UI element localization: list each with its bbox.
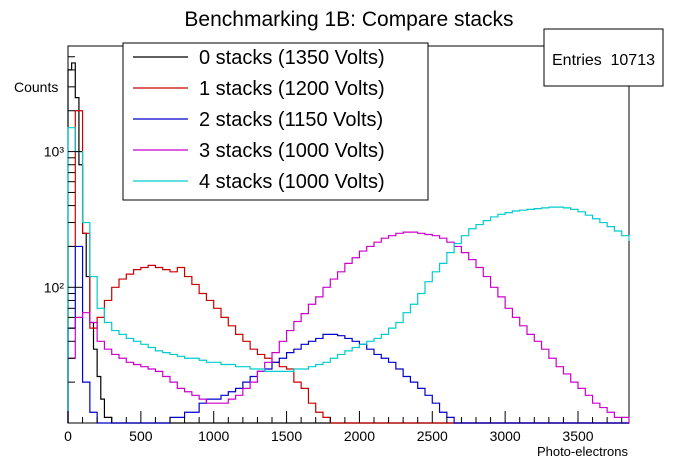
stats-entries-label: Entries [552, 52, 602, 69]
stats-entries-value: 10713 [611, 52, 656, 69]
x-tick-label: 3000 [490, 428, 521, 444]
series-line-3 [67, 231, 630, 423]
stats-box-frame [543, 28, 664, 87]
y-tick-label: 10² [44, 279, 65, 295]
x-tick-label: 2500 [417, 428, 448, 444]
y-tick-label: 10³ [44, 144, 65, 160]
legend-label-4: 4 stacks (1000 Volts) [199, 171, 385, 193]
legend-box [122, 42, 429, 201]
chart-title: Benchmarking 1B: Compare stacks [184, 8, 513, 31]
x-tick-label: 1000 [198, 428, 229, 444]
x-tick-label: 2000 [344, 428, 375, 444]
x-tick-label: 500 [129, 428, 153, 444]
stats-box: Entries 10713 [543, 28, 664, 87]
series-line-4 [67, 127, 630, 423]
legend-label-3: 3 stacks (1000 Volts) [199, 140, 385, 162]
legend: 0 stacks (1350 Volts) 1 stacks (1200 Volt… [122, 42, 429, 201]
x-tick-label: 1500 [271, 428, 302, 444]
y-axis: 10² 10³ [44, 45, 82, 424]
x-tick-label: 3500 [562, 428, 593, 444]
x-tick-label: 0 [64, 428, 72, 444]
legend-label-2: 2 stacks (1150 Volts) [199, 109, 383, 131]
x-axis: 0 500 1000 1500 2000 2500 3000 3500 [64, 411, 623, 444]
x-axis-label: Photo-electrons [537, 444, 629, 459]
legend-label-0: 0 stacks (1350 Volts) [199, 47, 385, 69]
legend-label-1: 1 stacks (1200 Volts) [199, 78, 385, 100]
y-axis-label: Counts [14, 79, 58, 95]
series-line-2 [67, 245, 629, 424]
